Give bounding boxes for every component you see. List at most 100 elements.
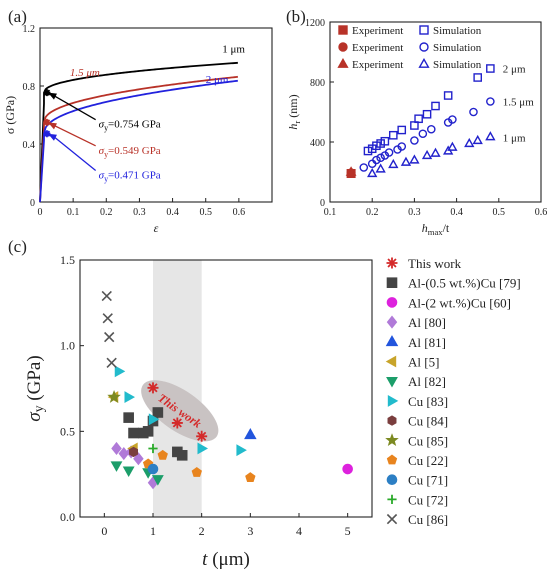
plot-frame — [79, 259, 373, 518]
legend-label: Cu [83] — [408, 394, 448, 409]
x-axis-label: hmax/t — [422, 221, 450, 237]
simulation-point — [414, 114, 423, 124]
x-tick-label: 0.4 — [450, 207, 463, 218]
series-label: 1.5 μm — [503, 97, 534, 109]
data-point — [151, 475, 164, 486]
annotation-arrow — [53, 136, 97, 171]
data-point — [148, 413, 160, 426]
legend-experiment-label: Experiment — [352, 59, 403, 71]
x-tick-label: 0.3 — [133, 207, 146, 218]
simulation-point — [447, 141, 458, 151]
simulation-point — [384, 148, 394, 157]
legend-simulation-marker — [419, 25, 429, 35]
legend-label: Cu [85] — [408, 433, 448, 448]
legend-marker — [385, 335, 399, 347]
simulation-point — [469, 107, 478, 117]
data-point — [110, 461, 123, 472]
data-point — [101, 290, 112, 302]
simulation-point — [430, 147, 441, 157]
data-point — [133, 452, 144, 466]
simulation-point — [486, 97, 495, 106]
plot-frame — [329, 21, 542, 203]
data-point — [106, 357, 117, 368]
x-axis-label: ε — [154, 221, 159, 235]
x-tick-label: 0.1 — [324, 207, 337, 218]
simulation-point — [431, 101, 440, 111]
data-point — [244, 428, 257, 440]
legend-simulation-label: Simulation — [433, 59, 482, 71]
simulation-point — [372, 155, 381, 165]
data-point — [128, 427, 139, 439]
simulation-point — [397, 125, 407, 135]
legend-label: Al [82] — [408, 374, 446, 389]
data-point — [142, 426, 154, 437]
simulation-point — [426, 124, 436, 134]
legend-experiment-marker — [338, 42, 348, 52]
data-point — [157, 449, 168, 460]
legend-marker — [386, 257, 398, 269]
panel-b-label: (b) — [286, 7, 306, 26]
y-tick-label: 0.5 — [60, 424, 75, 438]
yield-point-marker — [43, 118, 51, 126]
legend-simulation-marker — [418, 57, 430, 68]
data-point — [196, 430, 208, 442]
legend-marker — [387, 394, 399, 407]
panel-c-legend: This work Al-(0.5 wt.%)Cu [79] Al-(2 wt.%)… — [385, 256, 521, 527]
x-tick-label: 0.5 — [199, 207, 212, 218]
experiment-point — [345, 166, 357, 176]
y-tick-label: 400 — [310, 138, 325, 149]
x-tick-label: 2 — [199, 524, 205, 538]
data-point — [191, 467, 202, 477]
annotation-arrow — [53, 95, 96, 121]
series-label: 1 μm — [503, 133, 526, 145]
y-axis-label: σ (GPa) — [3, 96, 17, 134]
y-axis-label: σy (GPa) — [24, 355, 46, 421]
y-tick-label: 1.0 — [60, 339, 75, 353]
y-tick-label: 1.2 — [23, 24, 36, 35]
arrow-head — [47, 122, 57, 130]
series-label: 2 μm — [206, 74, 229, 86]
simulation-point — [473, 73, 483, 82]
x-tick-label: 0.2 — [100, 207, 113, 218]
legend-simulation-label: Simulation — [433, 25, 482, 37]
annotation-arrow — [53, 124, 96, 147]
stress-strain-curve — [39, 79, 238, 203]
legend-label: Al [80] — [408, 315, 446, 330]
legend-marker — [387, 494, 397, 504]
series-label: 2 μm — [503, 64, 526, 76]
legend-label: Cu [84] — [408, 414, 448, 429]
series-label: 1 μm — [222, 44, 245, 56]
simulation-point — [418, 129, 428, 139]
simulation-point — [409, 154, 420, 164]
legend-label: Al-(2 wt.%)Cu [60] — [408, 295, 511, 310]
simulation-point — [421, 149, 433, 160]
y-tick-label: 0.8 — [23, 82, 36, 93]
data-point — [124, 391, 135, 403]
simulation-point — [359, 163, 369, 172]
y-tick-label: 1.5 — [60, 253, 75, 267]
data-point — [147, 382, 159, 394]
x-tick-label: 0 — [38, 207, 43, 218]
legend-label: Al-(0.5 wt.%)Cu [79] — [408, 276, 521, 291]
data-point — [245, 472, 256, 483]
legend-marker — [386, 277, 398, 289]
data-point — [114, 365, 126, 378]
legend-marker — [386, 297, 398, 308]
simulation-point — [486, 64, 495, 73]
simulation-point — [397, 142, 407, 151]
legend-label: Cu [86] — [408, 512, 448, 527]
data-point — [111, 441, 122, 456]
x-tick-label: 4 — [296, 524, 302, 538]
y-tick-label: 0 — [30, 198, 35, 209]
simulation-point — [376, 153, 385, 163]
legend-marker — [387, 415, 397, 426]
yield-annotation: σy=0.471 GPa — [99, 169, 161, 183]
legend-marker — [386, 454, 398, 465]
y-tick-label: 0 — [320, 198, 325, 209]
simulation-point — [448, 115, 457, 124]
legend-experiment-marker — [338, 25, 348, 35]
data-point — [122, 466, 135, 478]
legend-marker — [386, 377, 398, 388]
legend-label: Al [81] — [408, 335, 446, 350]
simulation-point — [380, 136, 390, 146]
